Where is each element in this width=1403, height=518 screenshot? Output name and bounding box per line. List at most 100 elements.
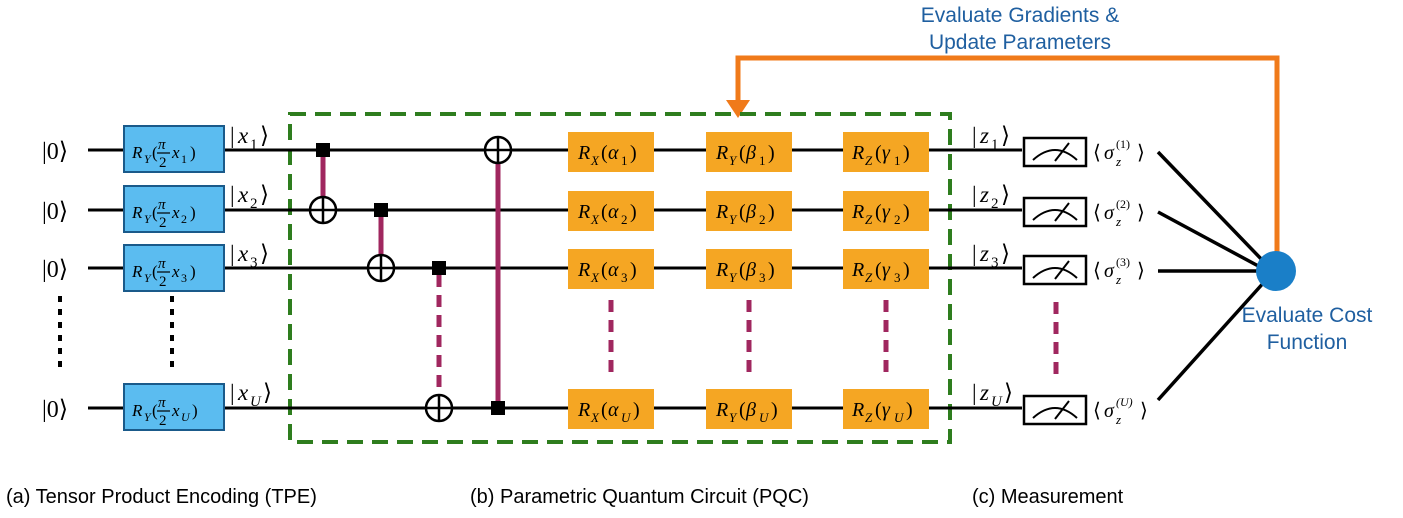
svg-text:x: x — [171, 143, 180, 162]
svg-text:z: z — [979, 380, 989, 405]
encoded-state-1: | x 1 ⟩ — [230, 123, 269, 153]
svg-text:Y: Y — [144, 410, 152, 424]
svg-text:(: ( — [739, 259, 746, 281]
svg-text:R: R — [715, 399, 728, 421]
svg-text:R: R — [851, 142, 864, 164]
rz-gate-2: R Z ( γ 2 ) — [843, 191, 929, 231]
meter-icon-2 — [1022, 196, 1088, 228]
svg-text:β: β — [745, 399, 756, 421]
svg-text:R: R — [577, 259, 590, 281]
encoded-state-3: | x 3 ⟩ — [230, 241, 269, 271]
svg-text:z: z — [979, 123, 989, 148]
svg-text:2: 2 — [250, 196, 258, 212]
svg-text:(: ( — [152, 143, 158, 162]
svg-text:x: x — [171, 262, 180, 281]
cnot-1-control — [316, 143, 330, 157]
svg-text:Y: Y — [729, 212, 738, 227]
init-state-3: |0⟩ — [42, 257, 68, 283]
svg-text:Z: Z — [865, 212, 873, 227]
svg-text:|: | — [230, 241, 235, 266]
svg-text:2: 2 — [759, 212, 766, 227]
encoding-gate-2: R Y ( π 2 x 2 ) — [123, 185, 225, 233]
pqc-gates: R X ( α 1 ) R X ( α 2 ) R X ( α 3 ) R — [568, 132, 929, 429]
svg-text:α: α — [608, 201, 619, 223]
svg-text:z: z — [1115, 214, 1121, 229]
expectation-3: ⟨ σ z (3) ⟩ — [1093, 255, 1145, 287]
ry-gate-2: R Y ( β 2 ) — [706, 191, 792, 231]
svg-text:z: z — [1115, 154, 1121, 169]
rz-gate-u: R Z ( γ U ) — [843, 389, 929, 429]
cnot-3 — [424, 261, 454, 423]
svg-text:γ: γ — [882, 399, 891, 421]
svg-text:Y: Y — [144, 271, 152, 285]
svg-text:Z: Z — [865, 410, 873, 425]
rx-gate-3: R X ( α 3 ) — [568, 249, 654, 289]
output-state-2: | z 2 ⟩ — [972, 182, 1010, 212]
svg-text:3: 3 — [991, 255, 999, 271]
svg-text:R: R — [131, 262, 143, 281]
svg-text:U: U — [759, 410, 770, 425]
svg-text:x: x — [237, 123, 249, 148]
ry-gate-3: R Y ( β 3 ) — [706, 249, 792, 289]
svg-text:(: ( — [875, 142, 882, 164]
svg-text:X: X — [590, 410, 600, 425]
svg-text:z: z — [1115, 412, 1121, 427]
svg-text:(: ( — [739, 201, 746, 223]
svg-text:): ) — [190, 262, 196, 281]
svg-text:⟨: ⟨ — [1093, 260, 1101, 282]
cnot-2-control — [374, 203, 388, 217]
rx-gate-2: R X ( α 2 ) — [568, 191, 654, 231]
svg-text:): ) — [190, 143, 196, 162]
svg-text:σ: σ — [1104, 142, 1115, 164]
svg-text:U: U — [991, 394, 1003, 410]
svg-text:x: x — [237, 241, 249, 266]
svg-text:U: U — [181, 410, 191, 424]
svg-text:R: R — [851, 201, 864, 223]
svg-text:): ) — [903, 142, 910, 164]
output-state-3: | z 3 ⟩ — [972, 241, 1010, 271]
cnot-1 — [308, 143, 338, 225]
svg-text:⟩: ⟩ — [260, 182, 269, 207]
svg-text:3: 3 — [894, 270, 901, 285]
cost-function-node — [1256, 251, 1296, 291]
encoded-states: | x 1 ⟩ | x 2 ⟩ | x 3 ⟩ | x U ⟩ — [230, 123, 272, 410]
svg-text:(: ( — [601, 399, 608, 421]
svg-text:⟩: ⟩ — [1137, 260, 1145, 282]
svg-text:⟩: ⟩ — [1001, 123, 1010, 148]
svg-text:(: ( — [601, 201, 608, 223]
rx-gate-1: R X ( α 1 ) — [568, 132, 654, 172]
svg-text:⟩: ⟩ — [1140, 400, 1148, 422]
svg-text:): ) — [630, 142, 637, 164]
svg-text:⟨: ⟨ — [1093, 142, 1101, 164]
svg-text:β: β — [745, 259, 756, 281]
svg-text:|: | — [230, 380, 235, 405]
svg-text:γ: γ — [882, 259, 891, 281]
svg-text:π: π — [158, 137, 166, 153]
svg-text:γ: γ — [882, 201, 891, 223]
svg-text:R: R — [131, 203, 143, 222]
svg-text:3: 3 — [250, 255, 258, 271]
svg-text:σ: σ — [1104, 202, 1115, 224]
svg-text:⟩: ⟩ — [263, 380, 272, 405]
measurement-meters — [1022, 136, 1088, 426]
feedback-label-line2: Update Parameters — [929, 31, 1111, 54]
initial-states: |0⟩ |0⟩ |0⟩ |0⟩ — [42, 139, 68, 423]
svg-text:1: 1 — [621, 153, 628, 168]
svg-text:σ: σ — [1104, 400, 1115, 422]
init-state-1: |0⟩ — [42, 139, 68, 165]
svg-text:|: | — [230, 123, 235, 148]
expectation-values: ⟨ σ z(1) ⟩ ⟨ σ z(2) ⟩ ⟨ σ z(3) ⟩ ⟨ σ z(U) ⟩ — [1093, 137, 1148, 427]
svg-text:R: R — [715, 142, 728, 164]
caption-measurement: (c) Measurement — [972, 486, 1124, 508]
svg-text:R: R — [851, 259, 864, 281]
svg-text:|: | — [230, 182, 235, 207]
svg-text:x: x — [237, 380, 249, 405]
svg-text:(: ( — [152, 203, 158, 222]
svg-text:): ) — [903, 201, 910, 223]
svg-text:|: | — [972, 241, 977, 266]
svg-text:): ) — [192, 401, 198, 420]
svg-text:(3): (3) — [1116, 255, 1130, 269]
ry-gate-1: R Y ( β 1 ) — [706, 132, 792, 172]
svg-text:Z: Z — [865, 270, 873, 285]
svg-text:γ: γ — [882, 142, 891, 164]
